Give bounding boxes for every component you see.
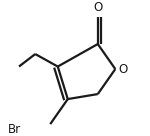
Text: O: O <box>93 1 102 14</box>
Text: O: O <box>118 63 127 76</box>
Text: Br: Br <box>8 123 21 136</box>
